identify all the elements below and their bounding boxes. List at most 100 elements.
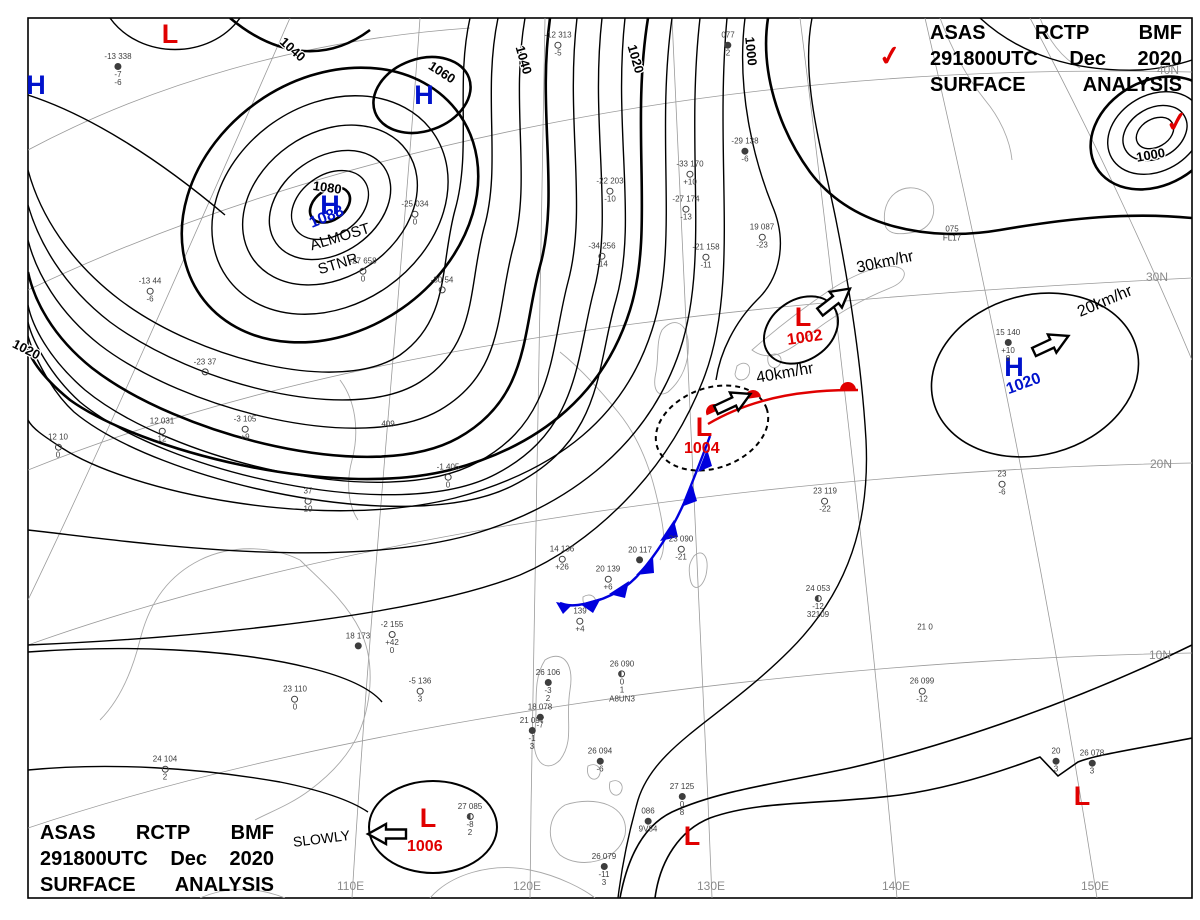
station-value: +9 bbox=[240, 432, 250, 442]
station-circle-icon bbox=[304, 497, 312, 505]
station-circle-icon bbox=[604, 575, 612, 583]
station-value: 3 bbox=[417, 694, 423, 704]
station-plot: -23 37 bbox=[194, 358, 216, 376]
longitude-label: 110E bbox=[337, 879, 365, 893]
isobar-label: 1020 bbox=[624, 43, 647, 75]
station-plot: 26 099 -12 bbox=[910, 677, 934, 704]
station-circle-icon bbox=[411, 210, 419, 218]
station-circle-icon bbox=[354, 641, 362, 649]
station-plot: 23 090 -21 bbox=[668, 534, 694, 562]
station-circle-icon bbox=[359, 267, 367, 275]
latitude-label: 40N bbox=[1157, 63, 1180, 77]
station-value: 1 bbox=[619, 685, 625, 695]
low-center-marker: L bbox=[1073, 781, 1091, 811]
station-value: 3 bbox=[1089, 766, 1095, 776]
title-line: ASAS RCTP BMF bbox=[40, 820, 274, 846]
station-value: 24 104 bbox=[152, 754, 178, 764]
title-word: 291800UTC bbox=[930, 48, 1038, 70]
station-plot: 26 078 3 bbox=[1080, 749, 1104, 776]
station-plot: -33 170 +10 bbox=[676, 160, 703, 187]
station-circle-icon bbox=[1004, 338, 1012, 346]
station-plot: 26 094 -6 bbox=[587, 746, 613, 774]
annotation-label: 30km/hr bbox=[855, 247, 916, 277]
station-value: -12 bbox=[812, 601, 824, 611]
station-value: -7 bbox=[114, 69, 122, 79]
station-value: 0 bbox=[55, 450, 61, 460]
longitude-label: 150E bbox=[1081, 879, 1110, 893]
station-value: 15 140 bbox=[995, 328, 1021, 338]
station-plot: 26 106 -3 2 bbox=[536, 669, 560, 704]
station-circle-icon bbox=[677, 545, 685, 553]
isobar-label: 1000 bbox=[1135, 144, 1167, 165]
station-value: 20 139 bbox=[595, 564, 621, 574]
station-value: 12 031 bbox=[149, 416, 175, 426]
station-circle-icon bbox=[596, 757, 604, 765]
station-value: 409 bbox=[381, 419, 395, 429]
station-value: -13 bbox=[680, 212, 692, 222]
station-value: 18 173 bbox=[345, 631, 371, 641]
title-word: 291800UTC bbox=[40, 848, 148, 870]
station-value: 8 bbox=[679, 808, 685, 818]
station-plot: 077 2 bbox=[721, 31, 734, 58]
station-value: 12 10 bbox=[47, 432, 69, 442]
low-center-marker: L bbox=[161, 19, 179, 49]
station-value: 23 119 bbox=[813, 486, 837, 496]
station-value: 18 078 bbox=[527, 702, 553, 712]
station-value: -21 158 bbox=[692, 242, 720, 252]
station-plot: -3 105 +9 bbox=[234, 415, 257, 442]
low-center-marker: L bbox=[683, 821, 701, 851]
station-plot: -5 136 3 bbox=[409, 677, 432, 704]
station-value: -10 bbox=[604, 194, 616, 204]
station-plot: 20 117 bbox=[628, 546, 652, 564]
title-word: RCTP bbox=[1034, 22, 1090, 44]
station-plot: 18 173 bbox=[346, 632, 370, 650]
title-line: 291800UTC Dec 2020 bbox=[40, 846, 274, 872]
station-circle-icon bbox=[416, 687, 424, 695]
station-value: -6 bbox=[114, 78, 122, 88]
station-value: +10 bbox=[683, 177, 697, 187]
station-value: 9V84 bbox=[638, 824, 658, 834]
station-plot: 27 085 -8 2 bbox=[458, 803, 482, 838]
title-word: Dec bbox=[1069, 48, 1107, 70]
station-value: -27 174 bbox=[672, 194, 700, 204]
station-value: 0 bbox=[619, 676, 625, 686]
cold-front-teeth bbox=[556, 449, 712, 614]
station-plot: 26 079 -11 3 bbox=[592, 853, 616, 888]
station-value: FL17 bbox=[942, 233, 962, 243]
station-plot: -13 44 -6 bbox=[138, 276, 162, 304]
station-value: -30 54 bbox=[430, 275, 454, 285]
high-center-marker: H bbox=[414, 80, 434, 110]
station-value: -29 138 bbox=[731, 136, 759, 146]
station-circle-icon bbox=[606, 187, 614, 195]
station-circle-icon bbox=[821, 497, 829, 505]
title-block-top-right: ASAS RCTP BMF 291800UTC Dec 2020 SURFACE ANAL… bbox=[930, 20, 1182, 98]
station-circle-icon bbox=[438, 285, 446, 293]
station-circle-icon bbox=[536, 713, 544, 721]
isobar-label: 1000 bbox=[742, 36, 761, 67]
title-line: 291800UTC Dec 2020 bbox=[930, 46, 1182, 72]
station-value: -34 256 bbox=[588, 241, 616, 251]
station-plot: 075 FL17 bbox=[942, 225, 962, 243]
station-value: 26 094 bbox=[587, 746, 613, 756]
station-value: 0 bbox=[292, 702, 298, 712]
station-circle-icon bbox=[918, 687, 926, 695]
station-value: -13 44 bbox=[138, 276, 162, 286]
station-value: 0 bbox=[389, 646, 395, 656]
station-value: 23 090 bbox=[668, 534, 694, 544]
station-circle-icon bbox=[686, 170, 694, 178]
fronts bbox=[556, 381, 859, 614]
station-plot: 26 090 0 1 A8UN3 bbox=[609, 660, 635, 703]
title-line: SURFACE ANALYSIS bbox=[40, 872, 274, 898]
title-word: ANALYSIS bbox=[1082, 74, 1182, 96]
station-value: -13 338 bbox=[104, 52, 132, 62]
station-circle-icon bbox=[201, 367, 209, 375]
station-plot: 21 097 -1 3 bbox=[520, 717, 544, 752]
station-value: 21 097 bbox=[519, 716, 545, 726]
station-value: -5 bbox=[554, 48, 562, 58]
longitude-label: 130E bbox=[697, 879, 726, 893]
station-circle-icon bbox=[444, 473, 452, 481]
title-line: SURFACE ANALYSIS bbox=[930, 72, 1182, 98]
station-circle-icon bbox=[554, 41, 562, 49]
isobars bbox=[28, 18, 1192, 898]
